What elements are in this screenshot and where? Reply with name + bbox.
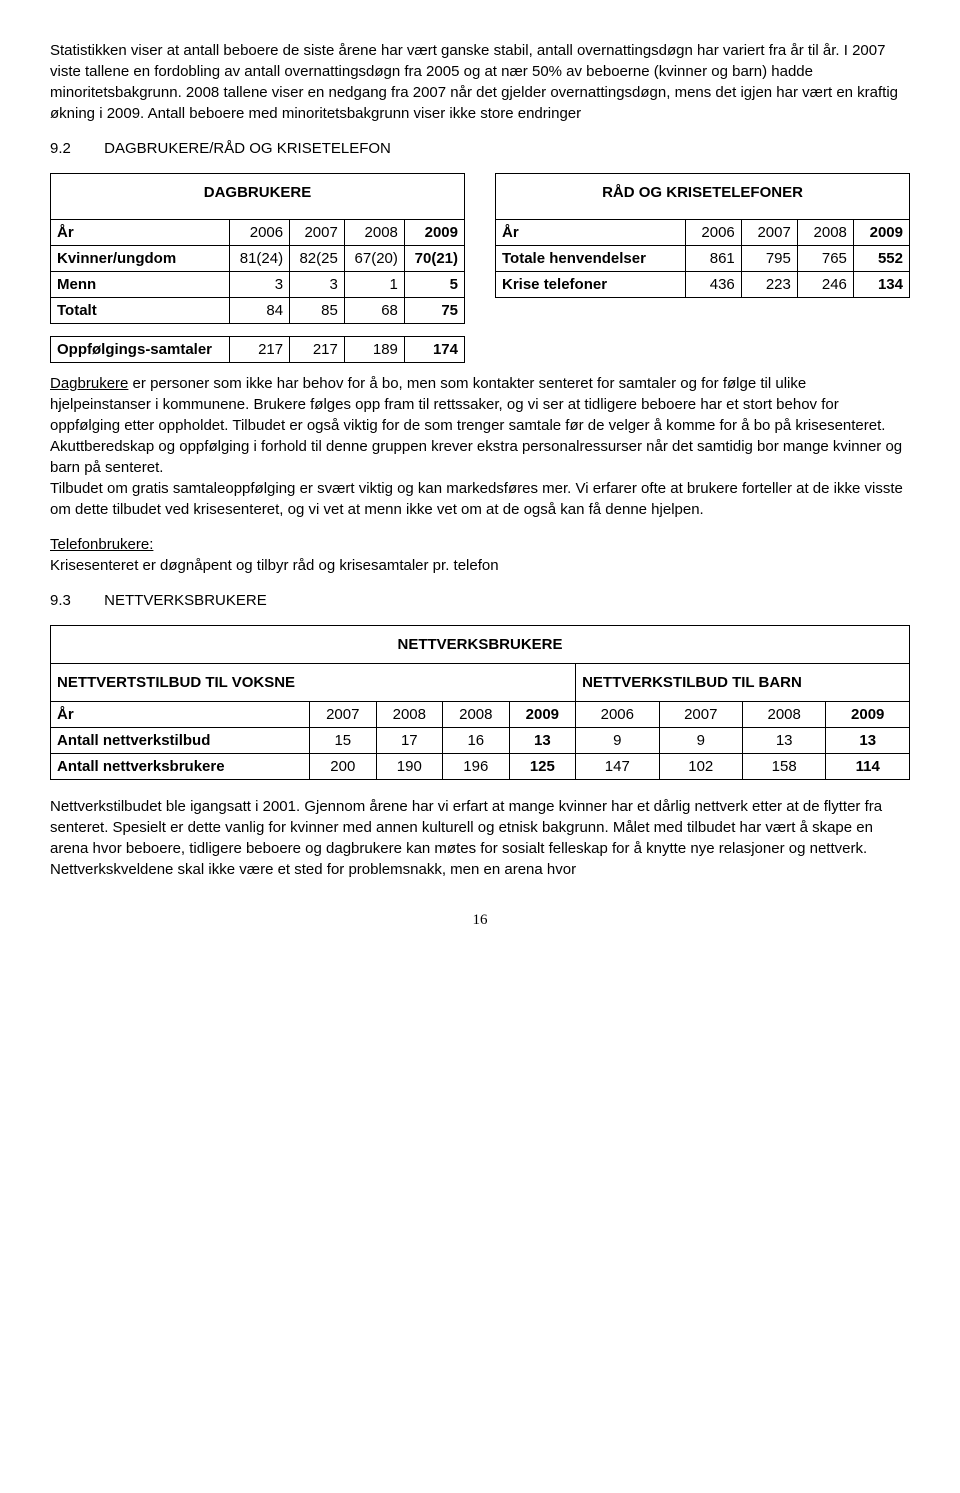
cell: 114 <box>826 754 910 780</box>
col: 2009 <box>509 702 576 728</box>
cell: 436 <box>685 272 741 298</box>
cell: 196 <box>443 754 510 780</box>
cell: 81(24) <box>230 246 290 272</box>
col: 2009 <box>826 702 910 728</box>
cell: 85 <box>290 298 345 324</box>
row-label: Krise telefoner <box>496 272 686 298</box>
col-2006: 2006 <box>685 220 741 246</box>
row-label: Antall nettverkstilbud <box>51 728 310 754</box>
cell: 75 <box>404 298 464 324</box>
cell: 9 <box>659 728 742 754</box>
dagbrukere-table: DAGBRUKERE År 2006 2007 2008 2009 Kvinne… <box>50 173 465 363</box>
cell: 17 <box>376 728 443 754</box>
two-column-tables: DAGBRUKERE År 2006 2007 2008 2009 Kvinne… <box>50 173 910 363</box>
rad-title: RÅD OG KRISETELEFONER <box>496 174 910 220</box>
year-header: År <box>51 220 230 246</box>
cell: 125 <box>509 754 576 780</box>
col: 2008 <box>376 702 443 728</box>
cell: 3 <box>230 272 290 298</box>
col-2009: 2009 <box>404 220 464 246</box>
section-number: 9.3 <box>50 590 100 611</box>
cell: 68 <box>344 298 404 324</box>
cell: 174 <box>404 337 464 363</box>
cell: 9 <box>576 728 659 754</box>
section-9-2-heading: 9.2 DAGBRUKERE/RÅD OG KRISETELEFON <box>50 138 910 159</box>
cell: 67(20) <box>344 246 404 272</box>
cell: 861 <box>685 246 741 272</box>
row-label: Antall nettverksbrukere <box>51 754 310 780</box>
cell: 13 <box>509 728 576 754</box>
col: 2008 <box>742 702 825 728</box>
cell: 13 <box>826 728 910 754</box>
cell: 15 <box>310 728 377 754</box>
cell: 134 <box>853 272 909 298</box>
telefonbrukere-paragraph: Telefonbrukere: Krisesenteret er døgnåpe… <box>50 534 910 576</box>
cell: 84 <box>230 298 290 324</box>
nettverk-right-header: NETTVERKSTILBUD TIL BARN <box>576 664 910 702</box>
section-number: 9.2 <box>50 138 100 159</box>
cell: 217 <box>290 337 345 363</box>
cell: 765 <box>797 246 853 272</box>
col-2008: 2008 <box>344 220 404 246</box>
cell: 13 <box>742 728 825 754</box>
section-title: DAGBRUKERE/RÅD OG KRISETELEFON <box>104 140 391 157</box>
row-label: Kvinner/ungdom <box>51 246 230 272</box>
cell: 217 <box>230 337 290 363</box>
row-label: Totalt <box>51 298 230 324</box>
dagbrukere-text-2: Tilbudet om gratis samtaleoppfølging er … <box>50 480 903 518</box>
dagbrukere-text: er personer som ikke har behov for å bo,… <box>50 375 902 476</box>
col-2006: 2006 <box>230 220 290 246</box>
cell: 102 <box>659 754 742 780</box>
row-label: Oppfølgings-samtaler <box>51 337 230 363</box>
cell: 190 <box>376 754 443 780</box>
row-label: Totale henvendelser <box>496 246 686 272</box>
cell: 1 <box>344 272 404 298</box>
cell: 5 <box>404 272 464 298</box>
section-title: NETTVERKSBRUKERE <box>104 592 267 609</box>
nettverksbrukere-table: NETTVERKSBRUKERE NETTVERTSTILBUD TIL VOK… <box>50 625 910 780</box>
telefonbrukere-text: Krisesenteret er døgnåpent og tilbyr råd… <box>50 557 499 574</box>
nettverk-title: NETTVERKSBRUKERE <box>51 626 910 664</box>
col: 2006 <box>576 702 659 728</box>
col-2009: 2009 <box>853 220 909 246</box>
intro-paragraph: Statistikken viser at antall beboere de … <box>50 40 910 124</box>
cell: 223 <box>741 272 797 298</box>
year-header: År <box>51 702 310 728</box>
cell: 189 <box>344 337 404 363</box>
cell: 552 <box>853 246 909 272</box>
col-2008: 2008 <box>797 220 853 246</box>
cell: 200 <box>310 754 377 780</box>
cell: 795 <box>741 246 797 272</box>
cell: 70(21) <box>404 246 464 272</box>
cell: 246 <box>797 272 853 298</box>
dagbrukere-explanation: Dagbrukere er personer som ikke har beho… <box>50 373 910 520</box>
cell: 147 <box>576 754 659 780</box>
dagbrukere-label: Dagbrukere <box>50 375 128 392</box>
col-2007: 2007 <box>741 220 797 246</box>
year-header: År <box>496 220 686 246</box>
col: 2007 <box>310 702 377 728</box>
nettverk-explanation: Nettverkstilbudet ble igangsatt i 2001. … <box>50 796 910 880</box>
col: 2007 <box>659 702 742 728</box>
dagbrukere-title: DAGBRUKERE <box>51 174 465 220</box>
cell: 82(25 <box>290 246 345 272</box>
col: 2008 <box>443 702 510 728</box>
section-9-3-heading: 9.3 NETTVERKSBRUKERE <box>50 590 910 611</box>
col-2007: 2007 <box>290 220 345 246</box>
rad-krise-table: RÅD OG KRISETELEFONER År 2006 2007 2008 … <box>495 173 910 298</box>
telefonbrukere-label: Telefonbrukere: <box>50 536 153 553</box>
nettverk-left-header: NETTVERTSTILBUD TIL VOKSNE <box>51 664 576 702</box>
cell: 158 <box>742 754 825 780</box>
cell: 3 <box>290 272 345 298</box>
cell: 16 <box>443 728 510 754</box>
page-number: 16 <box>50 910 910 931</box>
row-label: Menn <box>51 272 230 298</box>
